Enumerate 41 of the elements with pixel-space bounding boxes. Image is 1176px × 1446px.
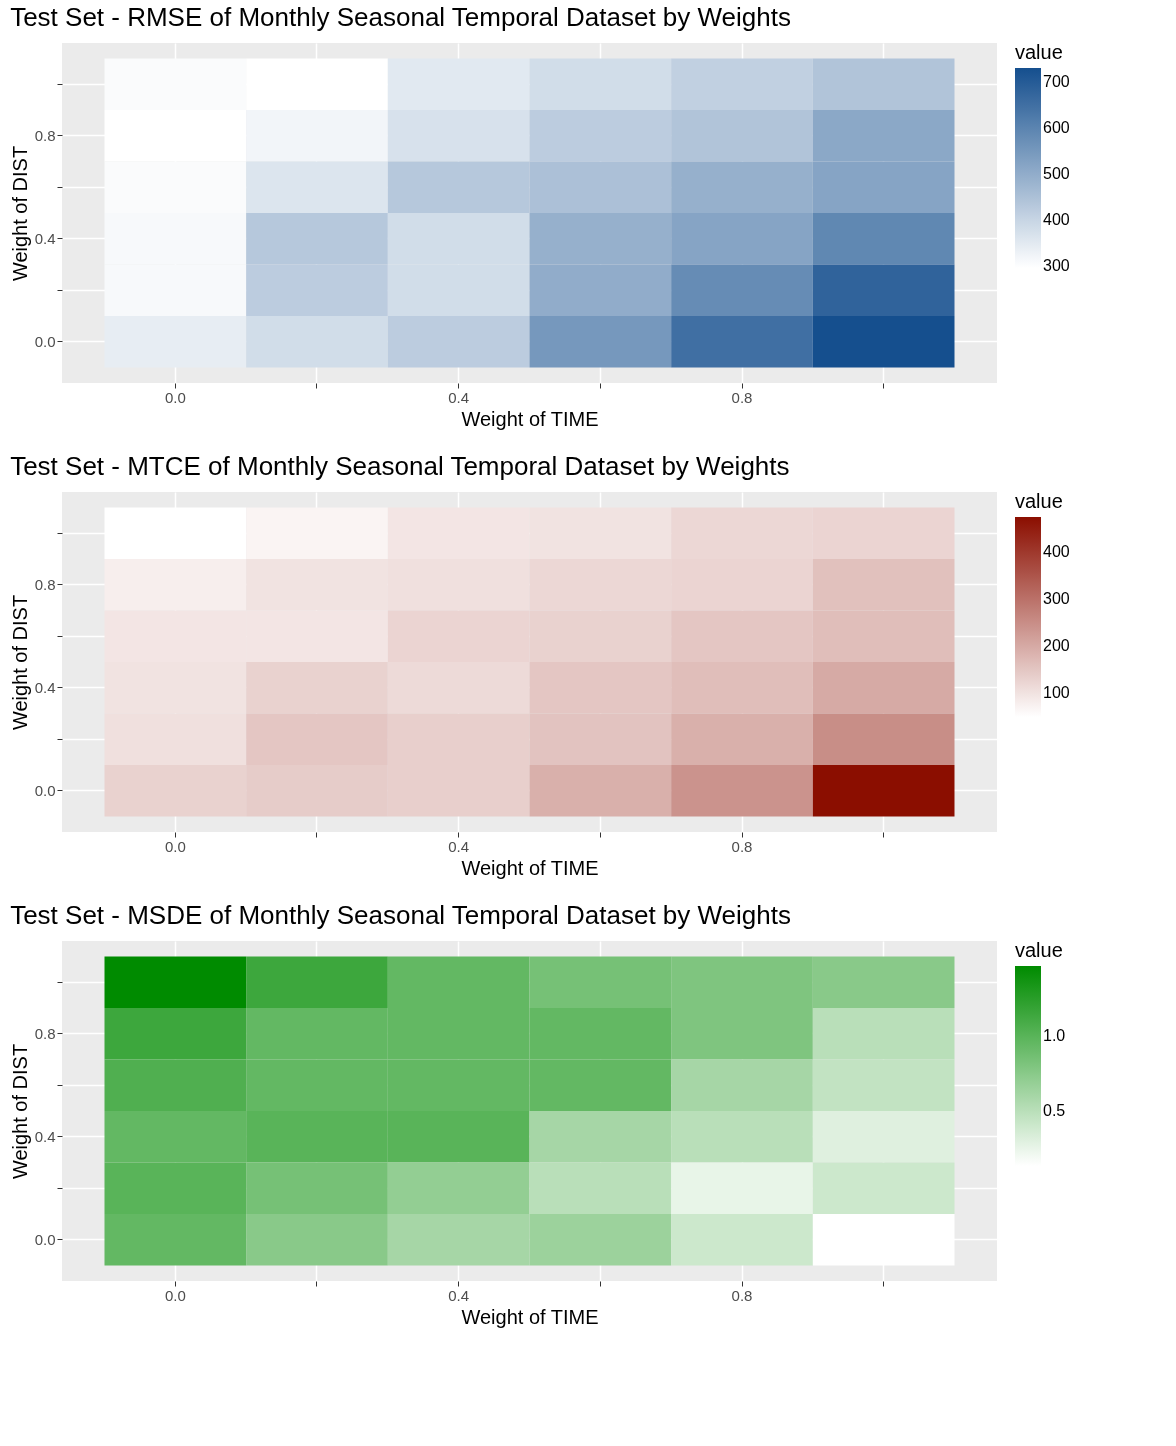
- color-bar-title: value: [1015, 490, 1063, 512]
- color-bar-label: 700: [1043, 72, 1070, 90]
- color-bar-label: 200: [1043, 637, 1070, 655]
- chart-title: Test Set - RMSE of Monthly Seasonal Temporal Dataset by Weights: [10, 2, 791, 32]
- chart-title: Test Set - MSDE of Monthly Seasonal Temporal Dataset by Weights: [10, 900, 791, 930]
- color-bar-label: 400: [1043, 210, 1070, 228]
- x-axis-title: Weight of TIME: [461, 1305, 599, 1328]
- y-axis-title: Weight of DIST: [8, 594, 31, 731]
- chart-title: Test Set - MTCE of Monthly Seasonal Temporal Dataset by Weights: [10, 451, 790, 481]
- color-bar-label: 300: [1043, 256, 1070, 274]
- y-axis-title: Weight of DIST: [8, 145, 31, 282]
- y-tick-label: 0.0: [34, 1230, 56, 1248]
- color-bar-label: 0.5: [1043, 1101, 1066, 1119]
- y-tick-label: 0.4: [34, 678, 56, 696]
- y-tick-label: 0.8: [34, 575, 56, 593]
- color-bar-label: 600: [1043, 118, 1070, 136]
- x-tick-label: 0.4: [448, 1286, 470, 1304]
- color-bar-label: 400: [1043, 543, 1070, 561]
- color-bar-title: value: [1015, 41, 1063, 63]
- x-tick-label: 0.8: [731, 837, 753, 855]
- y-tick-label: 0.4: [34, 229, 56, 247]
- x-tick-label: 0.8: [731, 388, 753, 406]
- color-bar-label: 100: [1043, 684, 1070, 702]
- x-axis-title: Weight of TIME: [461, 407, 599, 430]
- color-bar-label: 300: [1043, 590, 1070, 608]
- y-tick-label: 0.0: [34, 332, 56, 350]
- x-tick-label: 0.8: [731, 1286, 753, 1304]
- y-tick-label: 0.8: [34, 1024, 56, 1042]
- color-bar-label: 1.0: [1043, 1027, 1066, 1045]
- x-tick-label: 0.4: [448, 388, 470, 406]
- y-tick-label: 0.0: [34, 781, 56, 799]
- x-tick-label: 0.0: [164, 1286, 186, 1304]
- y-tick-label: 0.8: [34, 126, 56, 144]
- x-axis-title: Weight of TIME: [461, 856, 599, 879]
- y-axis-title: Weight of DIST: [8, 1043, 31, 1180]
- x-tick-label: 0.0: [164, 837, 186, 855]
- color-bar-title: value: [1015, 939, 1063, 961]
- color-bar-label: 500: [1043, 164, 1070, 182]
- x-tick-label: 0.4: [448, 837, 470, 855]
- x-tick-label: 0.0: [164, 388, 186, 406]
- y-tick-label: 0.4: [34, 1127, 56, 1145]
